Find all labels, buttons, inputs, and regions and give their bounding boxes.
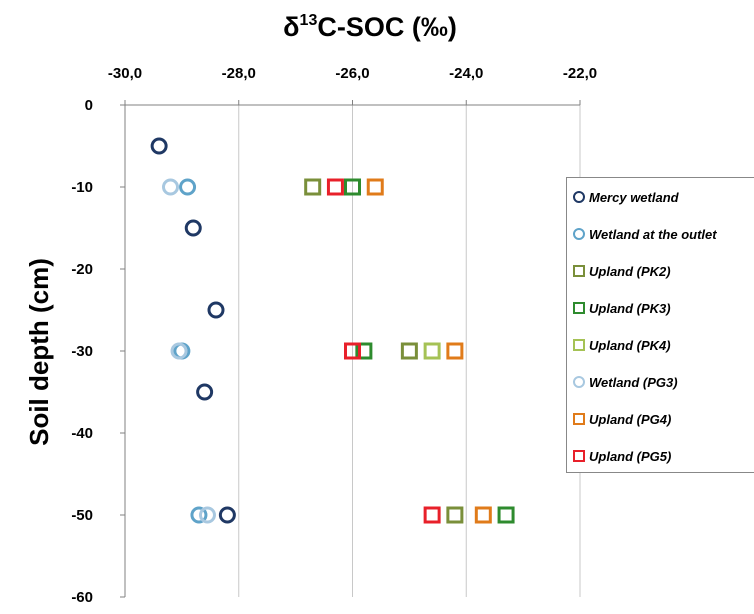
- legend-label: Upland (PK2): [589, 263, 671, 279]
- plot-area: -30,0 -28,0 -26,0 -24,0 -22,0 0 -10 -20 -30 -40 -5…: [71, 65, 597, 606]
- data-point: [344, 178, 361, 196]
- legend-item: Upland (PG4): [573, 410, 671, 428]
- legend-marker: [573, 376, 585, 388]
- y-axis-title: Soil depth (cm): [24, 258, 54, 446]
- legend-label: Wetland (PG3): [589, 374, 678, 390]
- legend-item: Upland (PK4): [573, 336, 671, 354]
- data-point: [423, 506, 441, 524]
- legend-marker: [573, 265, 585, 277]
- data-point: [170, 342, 188, 360]
- data-point: [400, 342, 418, 360]
- legend-label: Upland (PG5): [589, 448, 672, 464]
- data-point: [366, 178, 384, 196]
- data-point: [326, 178, 344, 196]
- y-tick-label: -60: [71, 589, 93, 606]
- legend-item: Upland (PK3): [573, 299, 671, 317]
- legend-marker: [573, 450, 585, 462]
- legend: Mercy wetland Wetland at the outlet Upland…: [566, 177, 754, 473]
- legend-label: Upland (PG4): [589, 411, 672, 427]
- x-tick-label: -24,0: [449, 65, 483, 82]
- data-point: [423, 342, 441, 360]
- legend-item: Upland (PK2): [573, 262, 671, 280]
- y-tick-label: -40: [71, 425, 93, 442]
- data-point: [344, 342, 361, 360]
- data-point: [190, 506, 208, 524]
- legend-item: Wetland (PG3): [573, 373, 678, 391]
- data-point: [150, 137, 168, 155]
- y-tick-label: -20: [71, 261, 93, 278]
- legend-item: Upland (PG5): [573, 447, 671, 465]
- x-tick-label: -22,0: [563, 65, 597, 82]
- legend-label: Mercy wetland: [589, 189, 679, 205]
- y-tick-label: -50: [71, 507, 93, 524]
- legend-label: Upland (PK3): [589, 300, 671, 316]
- legend-marker: [573, 228, 585, 240]
- chart-title: δ13C-SOC (‰): [283, 12, 457, 42]
- data-point: [179, 178, 197, 196]
- data-point: [162, 178, 179, 196]
- data-point: [497, 506, 515, 524]
- legend-marker: [573, 413, 585, 425]
- legend-marker: [573, 339, 585, 351]
- data-point: [196, 383, 214, 401]
- y-tick-label: -10: [71, 179, 93, 196]
- y-tick-label: 0: [85, 97, 93, 114]
- data-point: [446, 342, 464, 360]
- data-point: [474, 506, 492, 524]
- data-point: [218, 506, 236, 524]
- legend-marker: [573, 191, 585, 203]
- legend-label: Upland (PK4): [589, 337, 671, 353]
- data-point: [198, 506, 216, 524]
- x-tick-label: -26,0: [335, 65, 369, 82]
- legend-label: Wetland at the outlet: [589, 226, 717, 242]
- data-point: [304, 178, 322, 196]
- data-point: [446, 506, 464, 524]
- data-point: [355, 342, 373, 360]
- data-point: [207, 301, 225, 319]
- legend-item: Mercy wetland: [573, 188, 679, 206]
- legend-marker: [573, 302, 585, 314]
- data-point: [184, 219, 202, 237]
- x-tick-label: -30,0: [108, 65, 142, 82]
- legend-item: Wetland at the outlet: [573, 225, 717, 243]
- y-tick-label: -30: [71, 343, 93, 360]
- x-tick-label: -28,0: [222, 65, 256, 82]
